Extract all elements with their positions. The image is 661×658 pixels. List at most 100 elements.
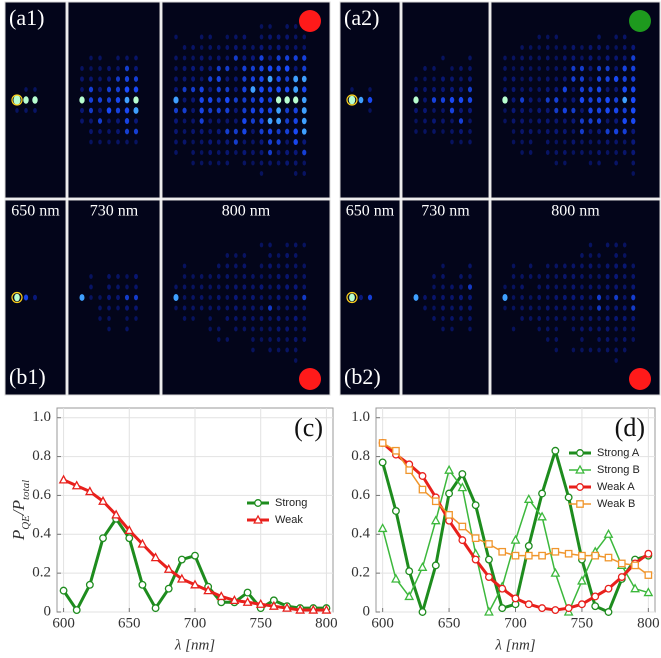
spot bbox=[571, 263, 576, 269]
spot bbox=[596, 76, 602, 82]
spot bbox=[588, 160, 593, 166]
spot bbox=[233, 139, 238, 145]
spot bbox=[563, 66, 567, 71]
spot bbox=[293, 336, 298, 343]
spot bbox=[133, 294, 139, 301]
spot bbox=[285, 316, 289, 321]
spot bbox=[116, 294, 120, 301]
spot bbox=[571, 305, 576, 311]
spot bbox=[571, 326, 576, 332]
spot bbox=[432, 305, 436, 311]
spot bbox=[133, 86, 139, 93]
spot bbox=[554, 294, 559, 301]
spot bbox=[208, 295, 212, 300]
spot bbox=[107, 305, 111, 311]
spot bbox=[293, 347, 298, 353]
spot bbox=[293, 326, 298, 332]
marker bbox=[644, 571, 653, 579]
spot bbox=[191, 86, 196, 93]
x-tick-label: 650 bbox=[438, 615, 461, 631]
spot bbox=[293, 242, 298, 248]
spot bbox=[545, 139, 550, 145]
marker bbox=[378, 439, 387, 447]
spot bbox=[413, 294, 419, 301]
spot bbox=[580, 347, 584, 353]
spot bbox=[528, 316, 533, 321]
spot bbox=[520, 118, 525, 124]
spot bbox=[450, 326, 454, 332]
spot bbox=[242, 97, 247, 103]
spot bbox=[293, 305, 298, 311]
spot bbox=[614, 55, 619, 61]
spot bbox=[580, 326, 584, 332]
spot bbox=[562, 76, 567, 82]
marker bbox=[524, 600, 533, 609]
spot bbox=[302, 242, 307, 248]
spot bbox=[588, 44, 593, 51]
spot bbox=[301, 75, 307, 83]
spot bbox=[293, 128, 298, 135]
spot bbox=[423, 107, 427, 114]
marker bbox=[537, 511, 547, 521]
spot bbox=[605, 347, 610, 353]
spot bbox=[596, 97, 602, 103]
marker bbox=[430, 515, 441, 525]
spot bbox=[285, 34, 290, 40]
spot bbox=[259, 242, 264, 248]
spot bbox=[199, 65, 204, 72]
spot bbox=[250, 86, 256, 93]
spot bbox=[537, 107, 542, 114]
spot bbox=[423, 305, 427, 311]
spot bbox=[268, 315, 272, 322]
spot bbox=[432, 108, 436, 113]
spot bbox=[367, 96, 373, 104]
spot bbox=[293, 315, 298, 322]
spot bbox=[259, 34, 264, 40]
spot bbox=[588, 107, 593, 114]
spot bbox=[182, 107, 187, 114]
spot bbox=[259, 160, 264, 166]
spot bbox=[597, 274, 601, 279]
spot bbox=[631, 326, 636, 332]
spot bbox=[302, 55, 307, 61]
spot bbox=[293, 253, 298, 258]
spot bbox=[554, 55, 559, 61]
spot bbox=[199, 96, 204, 104]
spot bbox=[441, 273, 445, 280]
spot bbox=[563, 263, 567, 269]
spot bbox=[580, 55, 584, 61]
spot bbox=[115, 76, 121, 82]
spot bbox=[302, 171, 307, 176]
spot bbox=[259, 118, 264, 124]
spot bbox=[423, 129, 427, 134]
spot bbox=[545, 86, 550, 93]
spot bbox=[613, 107, 619, 114]
spot bbox=[134, 139, 138, 145]
marker bbox=[510, 534, 521, 544]
spot bbox=[450, 118, 454, 124]
marker bbox=[405, 567, 414, 576]
marker bbox=[564, 493, 573, 502]
spot bbox=[545, 295, 550, 300]
spot bbox=[597, 160, 601, 166]
spot bbox=[134, 55, 138, 61]
marker bbox=[445, 511, 453, 519]
spot bbox=[503, 118, 507, 124]
spot bbox=[208, 55, 213, 61]
spot bbox=[259, 75, 264, 83]
spot bbox=[588, 118, 593, 124]
spot bbox=[596, 294, 602, 301]
spot bbox=[225, 96, 230, 104]
marker bbox=[484, 606, 494, 616]
spot bbox=[242, 34, 247, 40]
spot bbox=[191, 118, 195, 124]
spot bbox=[459, 139, 463, 145]
spot bbox=[520, 76, 524, 82]
wavelength-label: 730 nm bbox=[90, 203, 139, 220]
spot bbox=[605, 128, 610, 135]
spot bbox=[268, 284, 272, 290]
spot bbox=[233, 44, 238, 51]
spot bbox=[191, 97, 196, 103]
spot bbox=[233, 97, 238, 103]
spot bbox=[597, 65, 602, 72]
